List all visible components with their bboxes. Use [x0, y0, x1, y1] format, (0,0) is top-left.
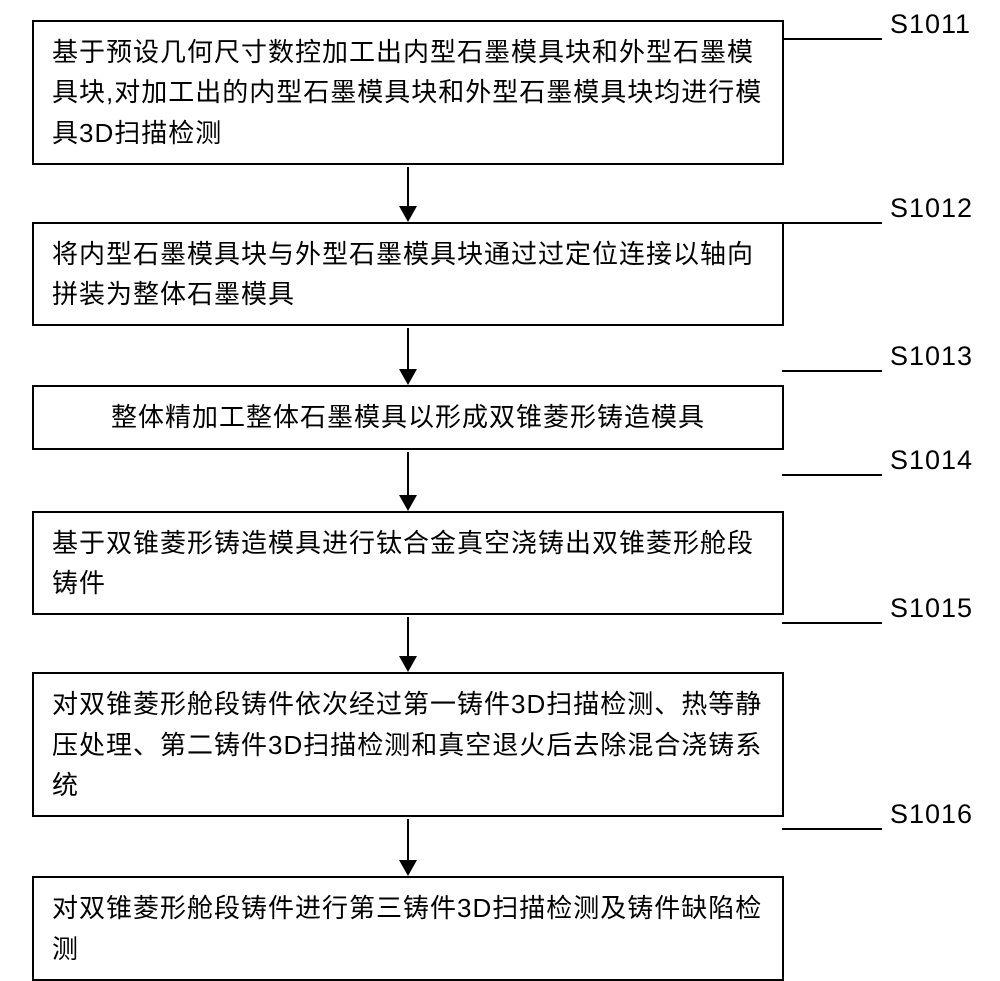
step-label-S1011: S1011	[890, 9, 971, 40]
flowchart-container: 基于预设几何尺寸数控加工出内型石墨模具块和外型石墨模具块,对加工出的内型石墨模具…	[28, 20, 788, 981]
step-label-S1014: S1014	[890, 445, 973, 476]
label-connector	[782, 370, 882, 372]
step-text: 对双锥菱形舱段铸件进行第三铸件3D扫描检测及铸件缺陷检测	[52, 888, 764, 969]
step-box-S1014: 基于双锥菱形铸造模具进行钛合金真空浇铸出双锥菱形舱段铸件	[32, 511, 784, 616]
step-box-S1011: 基于预设几何尺寸数控加工出内型石墨模具块和外型石墨模具块,对加工出的内型石墨模具…	[32, 20, 784, 165]
step-text: 对双锥菱形舱段铸件依次经过第一铸件3D扫描检测、热等静压处理、第二铸件3D扫描检…	[52, 684, 764, 805]
step-label-S1016: S1016	[890, 799, 973, 830]
step-label-S1012: S1012	[890, 193, 973, 224]
step-text: 将内型石墨模具块与外型石墨模具块通过过定位连接以轴向拼装为整体石墨模具	[52, 234, 764, 315]
step-text: 基于双锥菱形铸造模具进行钛合金真空浇铸出双锥菱形舱段铸件	[52, 523, 764, 604]
arrow-down	[399, 328, 417, 385]
arrow-down	[399, 617, 417, 672]
step-box-S1013: 整体精加工整体石墨模具以形成双锥菱形铸造模具	[32, 385, 784, 449]
step-box-S1016: 对双锥菱形舱段铸件进行第三铸件3D扫描检测及铸件缺陷检测	[32, 876, 784, 981]
step-text: 整体精加工整体石墨模具以形成双锥菱形铸造模具	[52, 397, 764, 437]
label-connector	[782, 828, 882, 830]
label-connector	[782, 474, 882, 476]
step-label-S1013: S1013	[890, 341, 973, 372]
step-box-S1012: 将内型石墨模具块与外型石墨模具块通过过定位连接以轴向拼装为整体石墨模具	[32, 222, 784, 327]
label-connector	[782, 622, 882, 624]
arrow-down	[399, 452, 417, 511]
step-box-S1015: 对双锥菱形舱段铸件依次经过第一铸件3D扫描检测、热等静压处理、第二铸件3D扫描检…	[32, 672, 784, 817]
arrow-down	[399, 819, 417, 876]
label-connector	[782, 222, 882, 224]
label-connector	[782, 38, 882, 40]
arrow-down	[399, 167, 417, 222]
step-text: 基于预设几何尺寸数控加工出内型石墨模具块和外型石墨模具块,对加工出的内型石墨模具…	[52, 32, 764, 153]
step-label-S1015: S1015	[890, 593, 973, 624]
